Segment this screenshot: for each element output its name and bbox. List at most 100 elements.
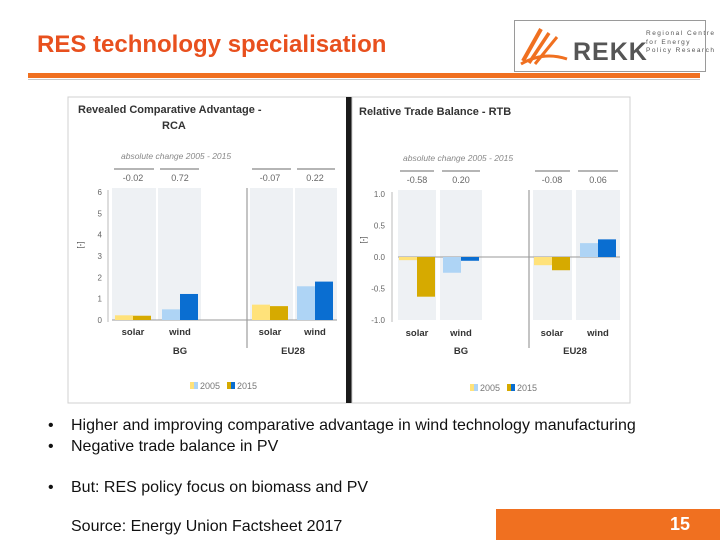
group-label: EU28 — [281, 346, 305, 357]
bar-solar-2005 — [252, 304, 270, 320]
bar-wind-2005 — [297, 286, 315, 320]
legend-label: 2005 — [200, 381, 220, 391]
category-label: solar — [259, 327, 282, 338]
category-label: solar — [122, 327, 145, 338]
category-label: wind — [303, 327, 326, 338]
rtb-chart: Relative Trade Balance - RTB absolute cha… — [359, 106, 620, 393]
group-label: EU28 — [563, 346, 587, 357]
chart-title: Relative Trade Balance - RTB — [359, 106, 511, 118]
y-tick-label: 0.0 — [374, 253, 386, 262]
legend-swatch — [470, 384, 474, 391]
y-tick-label: 0 — [98, 316, 103, 325]
bar-wind-2005 — [443, 257, 461, 273]
legend-swatch — [231, 382, 235, 389]
logo-tagline-line: for Energy — [646, 38, 691, 46]
chart-subtitle: absolute change 2005 - 2015 — [403, 153, 513, 163]
y-tick-label: 1 — [98, 295, 103, 304]
category-label: solar — [406, 328, 429, 339]
y-tick-label: 0.5 — [374, 222, 386, 231]
bar-wind-2015 — [598, 239, 616, 257]
bar-wind-2015 — [180, 293, 198, 320]
legend-swatch — [511, 384, 515, 391]
legend-label: 2015 — [517, 383, 537, 393]
change-label: 0.72 — [171, 173, 189, 183]
change-label: 0.20 — [452, 175, 470, 185]
chart-title: RCA — [162, 120, 186, 132]
bar-solar-2015 — [552, 257, 570, 271]
column-background — [533, 190, 572, 320]
bar-wind-2015 — [461, 257, 479, 261]
group-label: BG — [454, 346, 468, 357]
bar-solar-2005 — [534, 257, 552, 266]
change-marker — [578, 170, 618, 172]
legend-swatch — [194, 382, 198, 389]
y-tick-label: 2 — [98, 273, 103, 282]
bullet-item: Higher and improving comparative advanta… — [48, 417, 636, 438]
category-label: solar — [541, 328, 564, 339]
logo-tagline: Regional Centre for Energy Policy Resear… — [646, 30, 715, 56]
bullet-item: But: RES policy focus on biomass and PV — [48, 479, 636, 500]
bullet-item: Negative trade balance in PV — [48, 438, 636, 459]
change-marker — [160, 168, 199, 170]
page-number-box: 15 — [496, 509, 720, 540]
bullet-list: Higher and improving comparative advanta… — [48, 417, 636, 500]
logo-tagline-line: Policy Research — [646, 47, 716, 54]
legend-label: 2005 — [480, 383, 500, 393]
bar-wind-2005 — [580, 243, 598, 257]
category-label: wind — [586, 328, 609, 339]
legend-swatch — [227, 382, 231, 389]
category-label: wind — [168, 327, 191, 338]
y-tick-label: -1.0 — [371, 316, 385, 325]
title-underline-shadow — [28, 79, 700, 80]
y-tick-label: 3 — [98, 252, 103, 261]
slide-title: RES technology specialisation — [37, 31, 387, 58]
panel-divider — [346, 97, 352, 403]
title-underline — [28, 73, 700, 78]
bar-solar-2005 — [399, 257, 417, 261]
change-label: -0.02 — [123, 173, 144, 183]
change-marker — [535, 170, 570, 172]
change-label: -0.08 — [542, 175, 563, 185]
page-number: 15 — [669, 514, 690, 534]
bar-solar-2015 — [133, 315, 151, 320]
y-axis-label: [-] — [76, 241, 85, 248]
rekk-swoosh-icon — [520, 28, 568, 66]
logo-tagline-line: Regional Centre — [646, 30, 716, 37]
legend-swatch — [507, 384, 511, 391]
y-tick-label: 6 — [98, 188, 103, 197]
change-label: 0.06 — [589, 175, 607, 185]
chart-title: Revealed Comparative Advantage - — [78, 104, 262, 116]
change-marker — [114, 168, 154, 170]
change-label: -0.58 — [407, 175, 428, 185]
bar-wind-2005 — [162, 309, 180, 320]
rekk-logo: REKK Regional Centre for Energy Policy R… — [514, 20, 714, 72]
change-marker — [252, 168, 291, 170]
rca-chart: Revealed Comparative Advantage - RCA absol… — [76, 104, 337, 391]
change-label: 0.22 — [306, 173, 324, 183]
y-tick-label: 1.0 — [374, 190, 386, 199]
group-label: BG — [173, 346, 187, 357]
source-note: Source: Energy Union Factsheet 2017 — [71, 518, 343, 535]
logo-wordmark: REKK — [573, 38, 648, 66]
chart-subtitle: absolute change 2005 - 2015 — [121, 151, 231, 161]
legend-swatch — [190, 382, 194, 389]
change-label: -0.07 — [260, 173, 281, 183]
category-label: wind — [449, 328, 472, 339]
y-tick-label: -0.5 — [371, 285, 385, 294]
bar-solar-2005 — [115, 315, 133, 320]
change-marker — [442, 170, 480, 172]
change-marker — [297, 168, 335, 170]
bar-solar-2015 — [417, 257, 435, 297]
column-background — [440, 190, 482, 320]
bar-solar-2015 — [270, 306, 288, 320]
change-marker — [400, 170, 434, 172]
column-background — [112, 188, 156, 320]
y-tick-label: 5 — [98, 209, 103, 218]
y-axis-label: [-] — [359, 236, 368, 243]
column-background — [398, 190, 436, 320]
bar-wind-2015 — [315, 281, 333, 320]
legend-swatch — [474, 384, 478, 391]
legend-label: 2015 — [237, 381, 257, 391]
y-tick-label: 4 — [98, 231, 103, 240]
